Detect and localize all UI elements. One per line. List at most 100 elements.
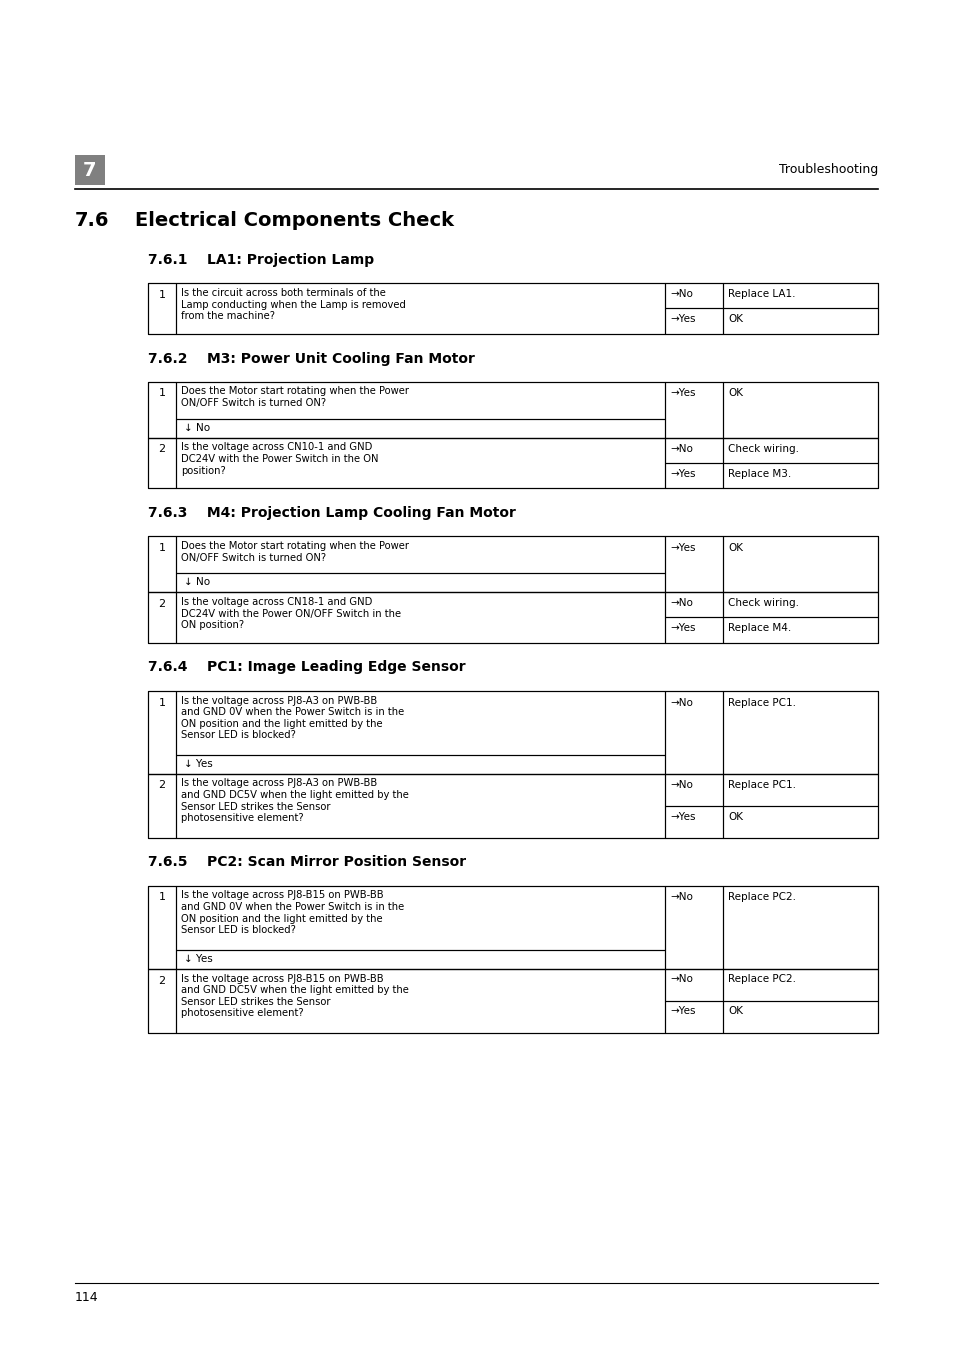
Bar — [722, 592, 877, 617]
Bar — [148, 690, 877, 774]
Bar — [175, 754, 664, 774]
Bar — [148, 438, 877, 488]
Text: 7.6.5    PC2: Scan Mirror Position Sensor: 7.6.5 PC2: Scan Mirror Position Sensor — [148, 855, 466, 870]
Bar — [175, 950, 664, 969]
Text: Is the voltage across PJ8-A3 on PWB-BB
and GND DC5V when the light emitted by th: Is the voltage across PJ8-A3 on PWB-BB a… — [181, 778, 409, 823]
Text: ↓ No: ↓ No — [184, 423, 210, 432]
Text: →Yes: →Yes — [669, 1006, 695, 1016]
Bar — [148, 885, 175, 969]
Text: 7.6.1    LA1: Projection Lamp: 7.6.1 LA1: Projection Lamp — [148, 253, 374, 267]
Bar — [722, 1001, 877, 1032]
Bar — [75, 155, 105, 185]
Text: OK: OK — [727, 543, 742, 553]
Text: →No: →No — [669, 974, 692, 985]
Text: 7.6.4    PC1: Image Leading Edge Sensor: 7.6.4 PC1: Image Leading Edge Sensor — [148, 661, 465, 674]
Text: Is the voltage across PJ8-B15 on PWB-BB
and GND DC5V when the light emitted by t: Is the voltage across PJ8-B15 on PWB-BB … — [181, 974, 409, 1019]
Bar — [664, 805, 722, 838]
Text: →No: →No — [669, 697, 692, 708]
Bar — [664, 308, 722, 334]
Bar — [722, 536, 877, 592]
Bar — [664, 774, 722, 805]
Text: Replace PC1.: Replace PC1. — [727, 697, 795, 708]
Text: →Yes: →Yes — [669, 389, 695, 399]
Text: Replace PC2.: Replace PC2. — [727, 974, 795, 985]
Bar — [148, 969, 175, 1032]
Bar — [175, 282, 664, 334]
Text: Is the voltage across CN18-1 and GND
DC24V with the Power ON/OFF Switch in the
O: Is the voltage across CN18-1 and GND DC2… — [181, 597, 400, 630]
Text: OK: OK — [727, 315, 742, 324]
Bar — [148, 592, 877, 643]
Bar — [175, 419, 664, 438]
Text: 7: 7 — [83, 161, 96, 180]
Bar — [175, 592, 664, 643]
Text: →No: →No — [669, 289, 692, 299]
Bar — [148, 282, 877, 334]
Text: →No: →No — [669, 443, 692, 454]
Bar — [722, 885, 877, 969]
Text: Is the voltage across CN10-1 and GND
DC24V with the Power Switch in the ON
posit: Is the voltage across CN10-1 and GND DC2… — [181, 443, 378, 476]
Text: Replace M3.: Replace M3. — [727, 469, 790, 478]
Text: 1: 1 — [158, 697, 165, 708]
Text: →No: →No — [669, 893, 692, 902]
Bar — [664, 282, 722, 308]
Text: 2: 2 — [158, 975, 166, 985]
Text: 2: 2 — [158, 781, 166, 790]
Text: Is the voltage across PJ8-A3 on PWB-BB
and GND 0V when the Power Switch is in th: Is the voltage across PJ8-A3 on PWB-BB a… — [181, 696, 404, 740]
Text: 2: 2 — [158, 598, 166, 609]
Text: →Yes: →Yes — [669, 812, 695, 821]
Bar — [175, 573, 664, 592]
Bar — [664, 1001, 722, 1032]
Bar — [664, 885, 722, 969]
Text: Replace PC2.: Replace PC2. — [727, 893, 795, 902]
Text: Replace M4.: Replace M4. — [727, 623, 790, 634]
Text: ↓ Yes: ↓ Yes — [184, 758, 213, 769]
Bar — [148, 774, 877, 838]
Bar — [148, 438, 175, 488]
Text: →Yes: →Yes — [669, 623, 695, 634]
Bar — [664, 592, 722, 617]
Bar — [722, 774, 877, 805]
Bar — [664, 536, 722, 592]
Bar — [175, 536, 664, 573]
Bar — [664, 969, 722, 1001]
Text: OK: OK — [727, 812, 742, 821]
Bar — [722, 463, 877, 488]
Text: Troubleshooting: Troubleshooting — [778, 163, 877, 177]
Text: ↓ Yes: ↓ Yes — [184, 954, 213, 963]
Text: Check wiring.: Check wiring. — [727, 443, 799, 454]
Text: 7.6.3    M4: Projection Lamp Cooling Fan Motor: 7.6.3 M4: Projection Lamp Cooling Fan Mo… — [148, 507, 516, 520]
Bar — [148, 381, 877, 438]
Bar — [722, 438, 877, 463]
Bar — [148, 969, 877, 1032]
Text: Replace LA1.: Replace LA1. — [727, 289, 795, 299]
Text: ↓ No: ↓ No — [184, 577, 210, 586]
Bar — [175, 381, 664, 419]
Bar — [148, 885, 877, 969]
Bar — [148, 282, 175, 334]
Text: 2: 2 — [158, 444, 166, 454]
Text: →Yes: →Yes — [669, 543, 695, 553]
Text: →Yes: →Yes — [669, 315, 695, 324]
Text: →No: →No — [669, 598, 692, 608]
Bar — [664, 438, 722, 463]
Text: Is the voltage across PJ8-B15 on PWB-BB
and GND 0V when the Power Switch is in t: Is the voltage across PJ8-B15 on PWB-BB … — [181, 890, 404, 935]
Text: Replace PC1.: Replace PC1. — [727, 780, 795, 789]
Bar — [148, 536, 877, 592]
Text: 1: 1 — [158, 893, 165, 902]
Bar — [148, 536, 175, 592]
Bar — [664, 463, 722, 488]
Bar — [175, 774, 664, 838]
Text: Electrical Components Check: Electrical Components Check — [135, 211, 454, 230]
Text: 114: 114 — [75, 1292, 98, 1304]
Text: 1: 1 — [158, 290, 165, 300]
Bar — [664, 617, 722, 643]
Bar — [148, 592, 175, 643]
Text: 7.6: 7.6 — [75, 211, 110, 230]
Text: OK: OK — [727, 1006, 742, 1016]
Bar — [722, 690, 877, 774]
Text: Is the circuit across both terminals of the
Lamp conducting when the Lamp is rem: Is the circuit across both terminals of … — [181, 288, 405, 322]
Text: OK: OK — [727, 389, 742, 399]
Bar — [722, 805, 877, 838]
Text: →Yes: →Yes — [669, 469, 695, 478]
Bar — [175, 885, 664, 950]
